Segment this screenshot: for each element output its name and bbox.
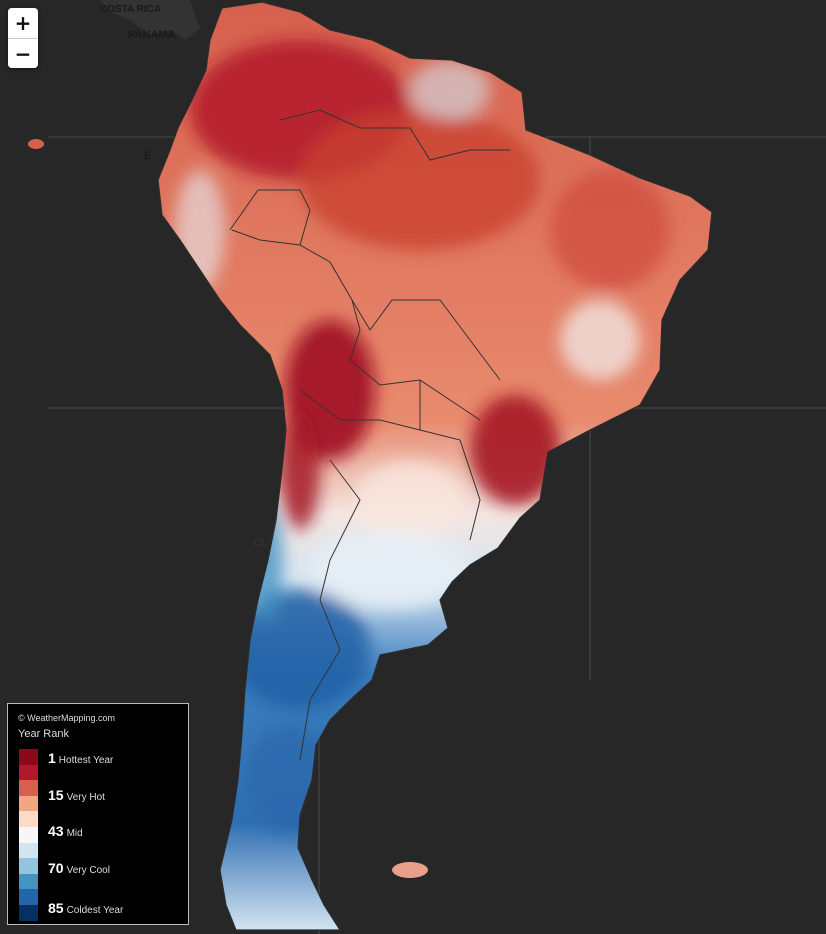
place-label-ecuador-partial: E	[144, 150, 151, 162]
legend-swatch	[19, 826, 38, 843]
legend-color-bar	[19, 749, 38, 921]
legend-swatch	[19, 795, 38, 812]
central-america	[100, 0, 200, 40]
legend-swatch	[19, 811, 38, 827]
legend-credit: © WeatherMapping.com	[18, 713, 116, 723]
place-label-chile-partial: CL	[253, 537, 268, 549]
zoom-in-button[interactable]: +	[8, 8, 38, 38]
temperature-anomaly-layer	[158, 2, 712, 930]
zoom-out-button[interactable]: −	[8, 38, 38, 68]
legend-swatch	[19, 764, 38, 781]
legend-swatch	[19, 904, 38, 921]
legend-swatch	[19, 858, 38, 874]
place-label-costa-rica: COSTA RICA	[100, 4, 161, 15]
legend-swatch	[19, 889, 38, 905]
legend: © WeatherMapping.com Year Rank 1 Hottest …	[7, 703, 189, 925]
galapagos-islands	[28, 139, 44, 149]
zoom-control: + −	[8, 8, 38, 68]
legend-swatch	[19, 842, 38, 859]
legend-swatch	[19, 780, 38, 796]
legend-entry-hottest: 1 Hottest Year	[48, 750, 114, 766]
legend-entry-very-hot: 15 Very Hot	[48, 787, 105, 803]
legend-swatch	[19, 873, 38, 890]
legend-entry-coldest: 85 Coldest Year	[48, 900, 124, 916]
country-borders	[229, 109, 510, 761]
legend-title: Year Rank	[18, 728, 69, 740]
legend-swatch	[19, 749, 38, 765]
place-label-panama: PANAMA	[128, 29, 176, 41]
legend-entry-mid: 43 Mid	[48, 823, 83, 839]
falkland-islands	[392, 862, 428, 878]
legend-entry-very-cool: 70 Very Cool	[48, 860, 110, 876]
